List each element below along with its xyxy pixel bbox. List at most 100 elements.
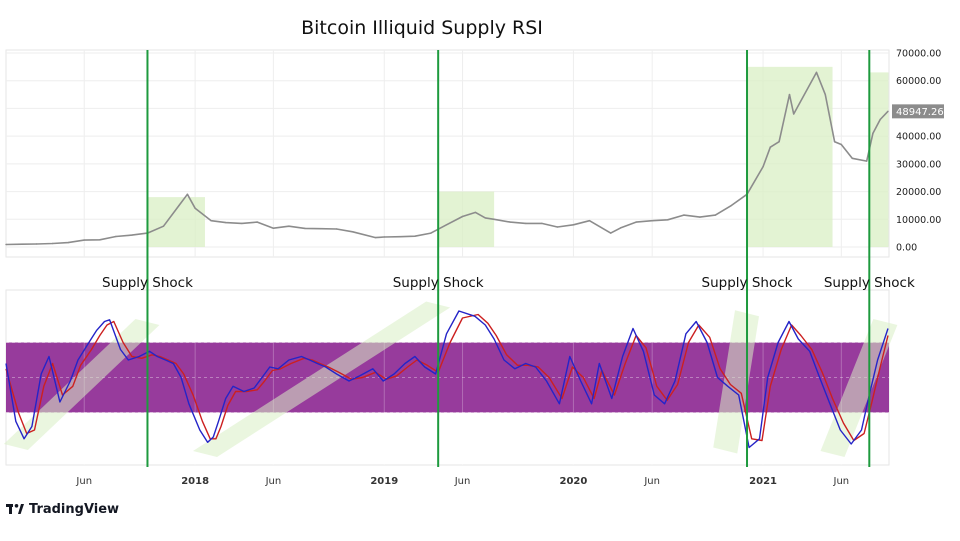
price-point xyxy=(619,227,622,229)
price-point xyxy=(115,235,117,238)
tradingview-brand-name: TradingView xyxy=(29,502,119,517)
price-axis[interactable]: 70000.0060000.0050000.0040000.0030000.00… xyxy=(892,49,944,254)
price-point xyxy=(824,93,826,96)
price-axis-tick-label: 30000.00 xyxy=(896,159,941,170)
rsi-panel xyxy=(3,289,898,466)
price-series xyxy=(5,71,889,246)
price-point xyxy=(374,236,377,239)
last-price-label: 48947.26 xyxy=(896,107,944,118)
price-axis-tick-label: 10000.00 xyxy=(896,215,941,226)
price-point xyxy=(484,217,486,219)
price-point xyxy=(833,141,836,143)
time-axis-tick-label: Jun xyxy=(643,476,660,487)
price-point xyxy=(399,236,401,238)
supply-shock-lines xyxy=(146,50,871,467)
rsi-highlight-band xyxy=(820,319,898,457)
price-point xyxy=(83,239,85,241)
price-point xyxy=(815,71,818,74)
price-point xyxy=(778,141,780,143)
time-axis-tick-label: Jun xyxy=(265,476,282,487)
price-point xyxy=(5,243,7,246)
rsi-series xyxy=(5,310,889,449)
price-series-line xyxy=(5,71,889,246)
price-point xyxy=(493,218,495,220)
price-point xyxy=(714,214,717,216)
price-point xyxy=(210,220,212,222)
tradingview-brand[interactable]: TradingView xyxy=(6,502,119,517)
rsi-fast-line xyxy=(5,310,889,449)
price-point xyxy=(851,157,853,159)
price-point xyxy=(288,225,290,227)
price-point xyxy=(769,146,771,148)
last-price-tag xyxy=(892,104,944,119)
price-point xyxy=(241,222,243,225)
price-point xyxy=(879,118,881,121)
price-point xyxy=(51,242,54,245)
supply-shock-label: Supply Shock xyxy=(393,275,484,291)
price-point xyxy=(474,211,477,214)
price-point xyxy=(352,231,354,233)
time-axis-tick-label: Jun xyxy=(454,476,471,487)
price-point xyxy=(588,220,591,222)
price-point xyxy=(887,110,889,113)
price-point xyxy=(635,221,637,223)
price-point xyxy=(304,227,306,230)
price-axis-tick-label: 60000.00 xyxy=(896,76,941,87)
price-grid xyxy=(6,50,889,257)
price-point xyxy=(762,165,764,168)
time-axis-tick-label: 2018 xyxy=(181,476,209,487)
price-point xyxy=(556,226,559,228)
price-highlight-box xyxy=(869,72,889,248)
price-point xyxy=(67,241,69,244)
time-axis-tick-label: 2019 xyxy=(370,476,398,487)
price-point xyxy=(272,227,275,229)
price-point xyxy=(840,143,842,146)
price-point xyxy=(194,207,196,209)
price-axis-tick-label: 20000.00 xyxy=(896,187,941,198)
price-point xyxy=(509,221,511,223)
price-point xyxy=(225,221,227,224)
supply-shock-label: Supply Shock xyxy=(102,275,193,291)
price-point xyxy=(793,113,795,115)
rsi-highlights xyxy=(3,301,898,457)
price-point xyxy=(525,222,527,225)
price-point xyxy=(872,132,874,135)
price-point xyxy=(21,243,23,245)
time-axis-tick-label: Jun xyxy=(833,476,850,487)
price-point xyxy=(683,214,685,216)
time-axis-tick-label: Jun xyxy=(75,476,92,487)
price-point xyxy=(730,204,733,207)
price-point xyxy=(256,221,258,223)
supply-shock-labels: Supply Shock Supply Shock Supply Shock Supp… xyxy=(102,275,915,291)
price-point xyxy=(414,235,416,237)
price-axis-tick-label: 70000.00 xyxy=(896,49,941,60)
time-axis[interactable]: Jun 2018 Jun 2019 Jun 2020 Jun 2021 Jun xyxy=(75,476,849,487)
time-axis-tick-label: 2020 xyxy=(559,476,587,487)
price-point xyxy=(178,204,180,207)
price-point xyxy=(699,216,701,218)
supply-shock-label: Supply Shock xyxy=(824,275,915,291)
price-axis-tick-label: 40000.00 xyxy=(896,132,941,143)
rsi-highlight-band xyxy=(192,301,451,457)
price-highlight-box xyxy=(147,197,205,247)
rsi-highlight-band xyxy=(3,319,160,450)
price-axis-tick-label: 0.00 xyxy=(896,243,917,254)
tradingview-logo-icon xyxy=(6,504,24,514)
price-point xyxy=(335,228,338,230)
price-point xyxy=(572,224,575,226)
price-point xyxy=(99,239,101,241)
price-panel xyxy=(5,49,890,258)
price-point xyxy=(866,160,868,162)
price-highlight-box xyxy=(438,191,495,247)
price-point xyxy=(667,219,669,221)
rsi-slow-line xyxy=(5,313,889,442)
price-point xyxy=(430,232,432,234)
price-point xyxy=(383,236,385,238)
price-point xyxy=(461,215,464,218)
price-point xyxy=(35,243,38,245)
price-point xyxy=(610,232,612,234)
price-point xyxy=(320,228,322,230)
price-point xyxy=(186,193,189,195)
supply-shock-label: Supply Shock xyxy=(702,275,793,291)
